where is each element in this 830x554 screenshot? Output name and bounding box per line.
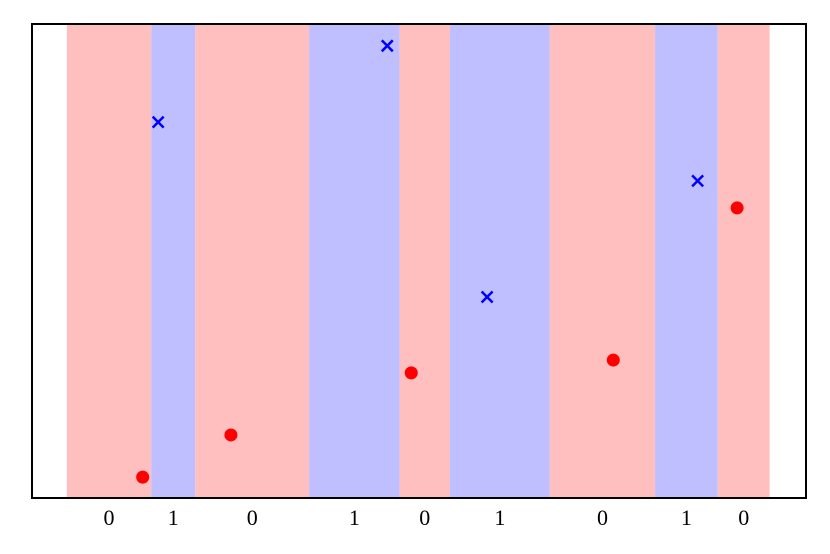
band-label: 0 — [247, 505, 258, 530]
labels: 0 1 0 1 0 1 0 1 0 — [104, 505, 750, 530]
band — [151, 24, 196, 498]
band — [449, 24, 550, 498]
bands — [66, 24, 770, 498]
plot-frame — [31, 23, 807, 499]
band — [195, 24, 310, 498]
band-label: 1 — [168, 505, 179, 530]
point — [380, 39, 394, 53]
band-label: 0 — [104, 505, 115, 530]
point — [404, 366, 418, 380]
band — [549, 24, 656, 498]
band-label: 1 — [494, 505, 505, 530]
band — [309, 24, 400, 498]
point — [151, 115, 165, 129]
band — [66, 24, 152, 498]
band-label: 0 — [419, 505, 430, 530]
point — [136, 470, 150, 484]
point — [224, 428, 238, 442]
point — [691, 174, 705, 188]
band — [655, 24, 718, 498]
band-label: 0 — [738, 505, 749, 530]
marks — [136, 39, 744, 484]
band-label: 1 — [681, 505, 692, 530]
point — [606, 353, 620, 367]
band — [399, 24, 450, 498]
band — [717, 24, 770, 498]
band-label: 1 — [349, 505, 360, 530]
point — [730, 201, 744, 215]
band-label: 0 — [597, 505, 608, 530]
point — [480, 290, 494, 304]
